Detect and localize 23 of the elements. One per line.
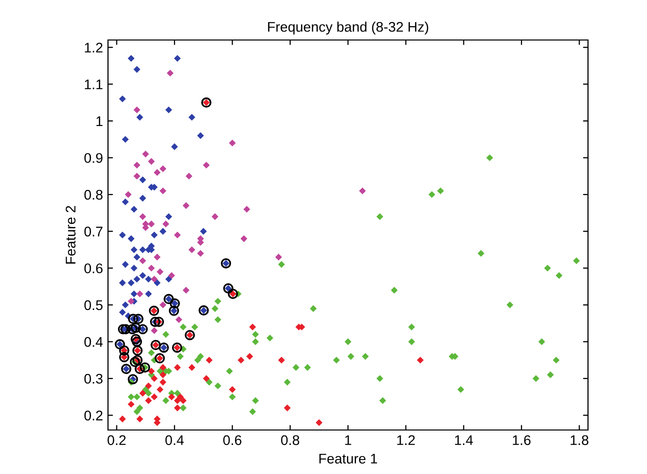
y-tick-label: 1 xyxy=(96,116,102,126)
x-tick-label: 0.4 xyxy=(165,435,184,446)
chart-title: Frequency band (8-32 Hz) xyxy=(268,22,428,35)
y-tick-label: 0.6 xyxy=(84,263,103,274)
y-tick-label: 0.8 xyxy=(84,190,103,200)
y-tick-label: 0.9 xyxy=(84,153,102,163)
y-tick-label: 0.5 xyxy=(84,300,103,310)
y-tick-label: 0.2 xyxy=(84,410,102,420)
y-tick-label: 0.3 xyxy=(84,374,103,384)
y-tick-label: 1.1 xyxy=(84,80,102,90)
x-tick-label: 0.6 xyxy=(223,435,242,446)
x-axis-title: Feature 1 xyxy=(319,454,378,464)
x-tick-label: 1.8 xyxy=(570,435,588,446)
y-tick-label: 0.7 xyxy=(84,226,102,236)
x-tick-label: 1.2 xyxy=(397,435,415,445)
x-tick-label: 1.4 xyxy=(455,435,473,445)
x-tick-label: 0.8 xyxy=(281,435,300,446)
x-tick-label: 1 xyxy=(345,435,352,445)
x-tick-label: 0.2 xyxy=(108,435,126,446)
x-tick-label: 1.6 xyxy=(512,435,531,446)
y-tick-label: 1.2 xyxy=(84,42,102,52)
y-tick-label: 0.4 xyxy=(84,337,103,347)
y-axis-title: Feature 2 xyxy=(66,206,76,264)
